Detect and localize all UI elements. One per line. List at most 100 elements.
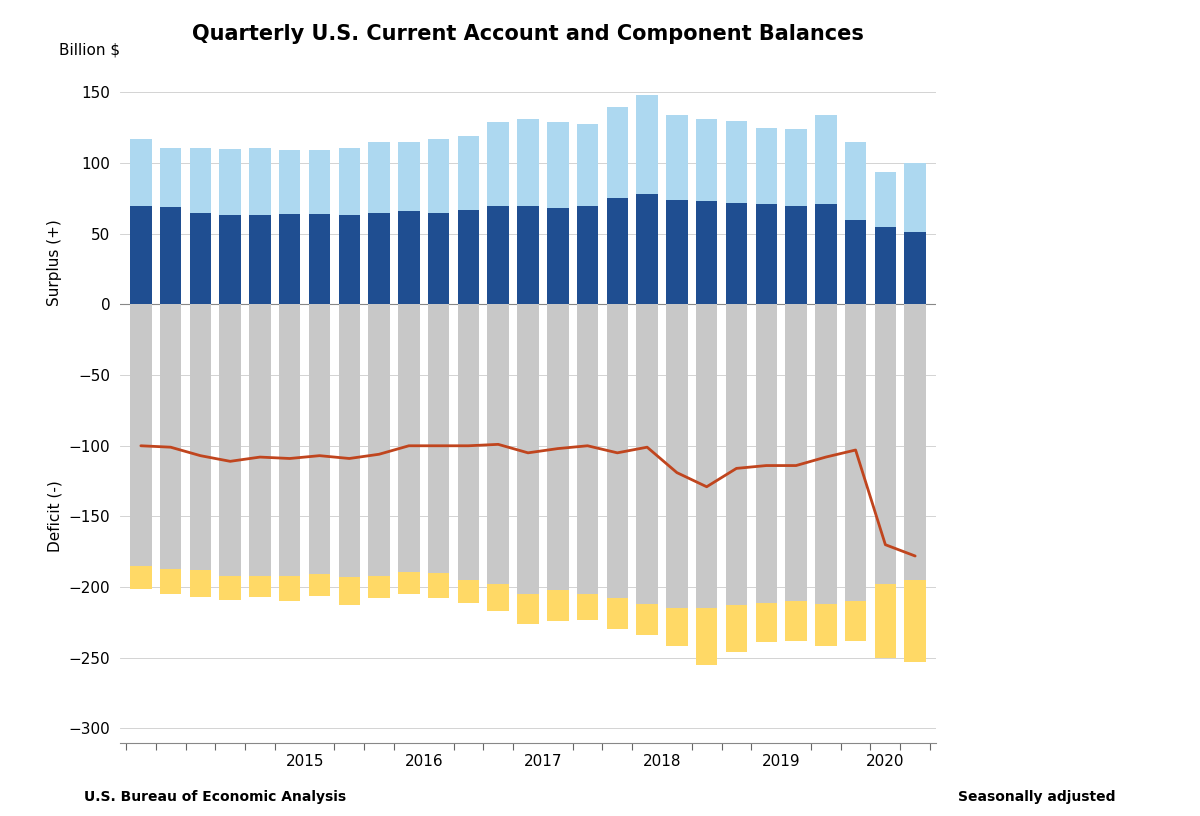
Text: Seasonally adjusted: Seasonally adjusted	[959, 790, 1116, 804]
Bar	[428, 139, 449, 213]
Bar	[220, 576, 241, 600]
Bar	[338, 577, 360, 605]
Bar	[577, 304, 599, 594]
Bar	[547, 304, 569, 590]
Bar	[666, 304, 688, 608]
Bar	[428, 213, 449, 304]
Bar	[308, 574, 330, 596]
Bar	[845, 601, 866, 641]
Bar	[607, 107, 628, 198]
Bar	[845, 142, 866, 220]
Title: Quarterly U.S. Current Account and Component Balances: Quarterly U.S. Current Account and Compo…	[192, 24, 864, 44]
Bar	[815, 204, 836, 304]
Bar	[785, 601, 806, 641]
Bar	[607, 198, 628, 304]
Text: U.S. Bureau of Economic Analysis: U.S. Bureau of Economic Analysis	[84, 790, 346, 804]
Bar	[815, 304, 836, 604]
Bar	[130, 566, 151, 588]
Bar	[815, 604, 836, 646]
Bar	[517, 206, 539, 304]
Bar	[875, 227, 896, 304]
Bar	[160, 207, 181, 304]
Bar	[250, 576, 271, 597]
Bar	[696, 304, 718, 608]
Bar	[368, 213, 390, 304]
Bar	[905, 233, 926, 304]
Bar	[785, 129, 806, 206]
Bar	[338, 215, 360, 304]
Bar	[905, 580, 926, 662]
Bar	[875, 584, 896, 658]
Bar	[398, 142, 420, 211]
Bar	[756, 603, 776, 642]
Bar	[160, 304, 181, 569]
Bar	[845, 220, 866, 304]
Bar	[398, 571, 420, 594]
Bar	[190, 304, 211, 570]
Bar	[130, 304, 151, 566]
Bar	[250, 215, 271, 304]
Bar	[338, 304, 360, 577]
Bar	[666, 200, 688, 304]
Bar	[160, 148, 181, 207]
Bar	[696, 608, 718, 665]
Bar	[905, 304, 926, 580]
Bar	[547, 208, 569, 304]
Bar	[398, 211, 420, 304]
Bar	[726, 605, 748, 652]
Bar	[368, 142, 390, 213]
Bar	[696, 202, 718, 304]
Bar	[368, 576, 390, 598]
Bar	[785, 304, 806, 601]
Bar	[190, 570, 211, 597]
Bar	[547, 590, 569, 621]
Bar	[517, 119, 539, 206]
Bar	[190, 148, 211, 213]
Bar	[875, 171, 896, 227]
Bar	[368, 304, 390, 576]
Bar	[280, 214, 300, 304]
Bar	[636, 194, 658, 304]
Bar	[250, 304, 271, 576]
Bar	[487, 206, 509, 304]
Bar	[577, 123, 599, 206]
Bar	[666, 608, 688, 646]
Bar	[666, 115, 688, 200]
Bar	[160, 569, 181, 594]
Text: Deficit (-): Deficit (-)	[47, 481, 62, 552]
Bar	[517, 304, 539, 594]
Bar	[577, 206, 599, 304]
Bar	[280, 304, 300, 576]
Bar	[756, 204, 776, 304]
Bar	[220, 215, 241, 304]
Bar	[308, 150, 330, 214]
Bar	[220, 149, 241, 215]
Bar	[726, 121, 748, 202]
Bar	[428, 304, 449, 573]
Bar	[756, 304, 776, 603]
Bar	[457, 580, 479, 603]
Bar	[338, 148, 360, 215]
Bar	[547, 122, 569, 208]
Bar	[457, 136, 479, 210]
Bar	[130, 206, 151, 304]
Bar	[457, 304, 479, 580]
Bar	[398, 304, 420, 571]
Bar	[457, 210, 479, 304]
Bar	[696, 119, 718, 202]
Text: Billion $: Billion $	[59, 42, 120, 57]
Bar	[308, 214, 330, 304]
Bar	[845, 304, 866, 601]
Bar	[487, 122, 509, 206]
Bar	[636, 95, 658, 194]
Bar	[280, 150, 300, 214]
Text: Surplus (+): Surplus (+)	[47, 220, 62, 306]
Bar	[815, 115, 836, 204]
Bar	[756, 128, 776, 204]
Bar	[308, 304, 330, 574]
Bar	[636, 304, 658, 604]
Bar	[250, 148, 271, 215]
Bar	[130, 139, 151, 206]
Bar	[517, 594, 539, 624]
Bar	[577, 594, 599, 619]
